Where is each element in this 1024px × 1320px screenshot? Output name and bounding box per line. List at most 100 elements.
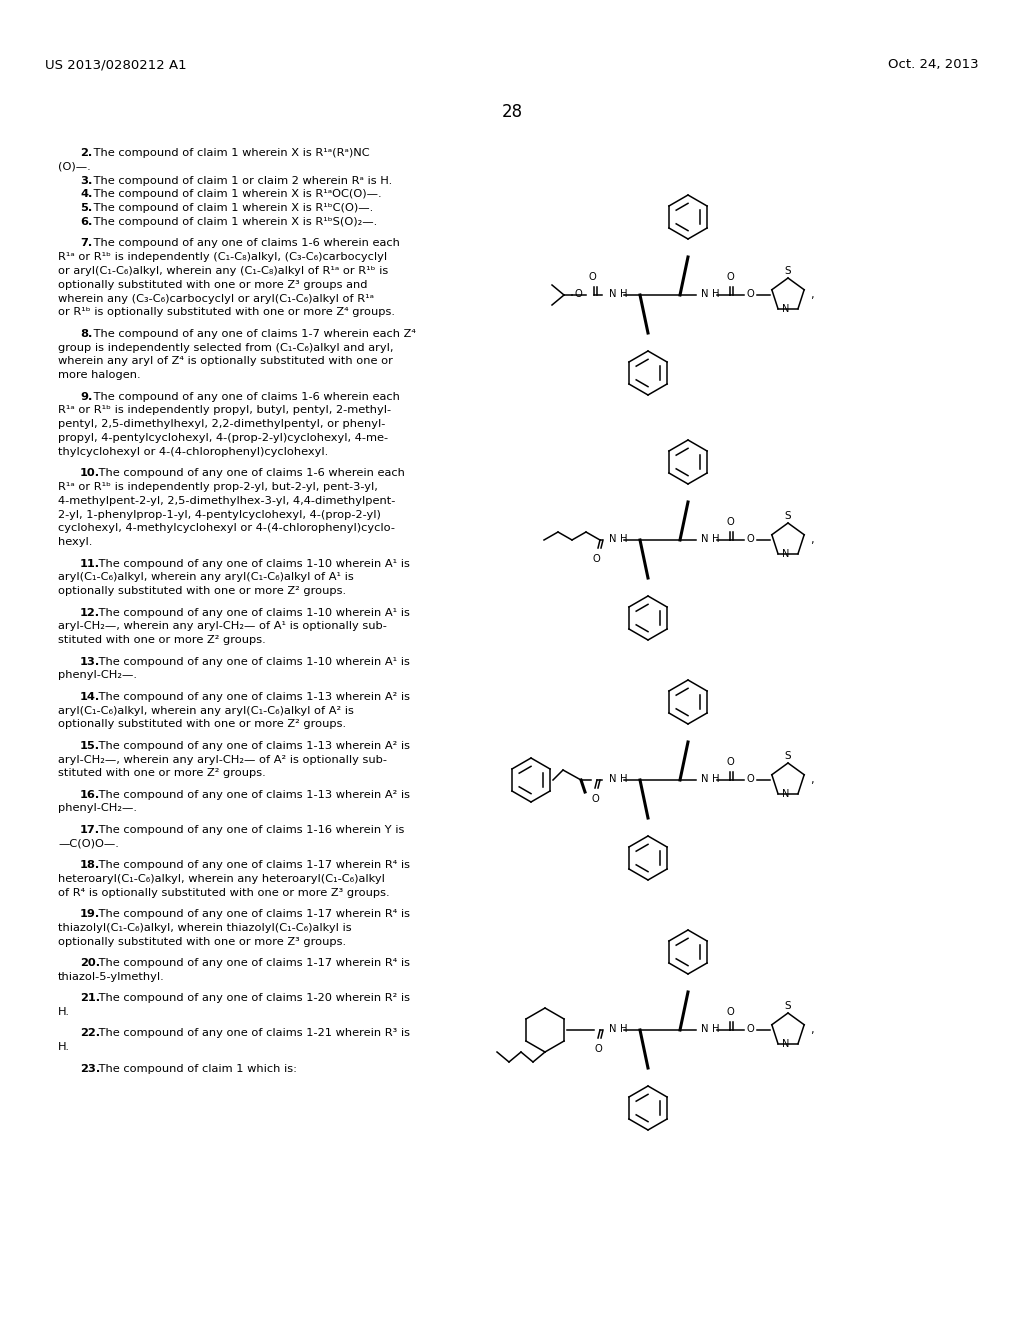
- Text: ,: ,: [810, 290, 814, 300]
- Text: The compound of any one of claims 1-10 wherein A¹ is: The compound of any one of claims 1-10 w…: [95, 656, 410, 667]
- Text: heteroaryl(C₁-C₆)alkyl, wherein any heteroaryl(C₁-C₆)alkyl: heteroaryl(C₁-C₆)alkyl, wherein any hete…: [58, 874, 385, 884]
- Text: wherein any (C₃-C₆)carbocyclyl or aryl(C₁-C₆)alkyl of R¹ᵃ: wherein any (C₃-C₆)carbocyclyl or aryl(C…: [58, 293, 374, 304]
- Text: H.: H.: [58, 1043, 70, 1052]
- Text: The compound of any one of claims 1-17 wherein R⁴ is: The compound of any one of claims 1-17 w…: [95, 861, 410, 870]
- Text: aryl-CH₂—, wherein any aryl-CH₂— of A¹ is optionally sub-: aryl-CH₂—, wherein any aryl-CH₂— of A¹ i…: [58, 622, 387, 631]
- Text: Oct. 24, 2013: Oct. 24, 2013: [889, 58, 979, 71]
- Text: N: N: [700, 1024, 708, 1034]
- Text: The compound of any one of claims 1-17 wherein R⁴ is: The compound of any one of claims 1-17 w…: [95, 958, 410, 968]
- Text: or R¹ᵇ is optionally substituted with one or more Z⁴ groups.: or R¹ᵇ is optionally substituted with on…: [58, 308, 395, 317]
- Text: The compound of any one of claims 1-13 wherein A² is: The compound of any one of claims 1-13 w…: [95, 741, 410, 751]
- Text: thiazol-5-ylmethyl.: thiazol-5-ylmethyl.: [58, 972, 165, 982]
- Text: 2-yl, 1-phenylprop-1-yl, 4-pentylcyclohexyl, 4-(prop-2-yl): 2-yl, 1-phenylprop-1-yl, 4-pentylcyclohe…: [58, 510, 381, 520]
- Text: N: N: [782, 789, 790, 799]
- Text: O: O: [726, 756, 734, 767]
- Text: ,: ,: [810, 535, 814, 545]
- Text: more halogen.: more halogen.: [58, 370, 140, 380]
- Text: H: H: [620, 535, 628, 544]
- Text: The compound of any one of claims 1-13 wherein A² is: The compound of any one of claims 1-13 w…: [95, 789, 410, 800]
- Text: 2.: 2.: [80, 148, 92, 158]
- Text: The compound of any one of claims 1-13 wherein A² is: The compound of any one of claims 1-13 w…: [95, 692, 410, 702]
- Text: pentyl, 2,5-dimethylhexyl, 2,2-dimethylpentyl, or phenyl-: pentyl, 2,5-dimethylhexyl, 2,2-dimethylp…: [58, 420, 385, 429]
- Text: optionally substituted with one or more Z² groups.: optionally substituted with one or more …: [58, 719, 346, 730]
- Text: H: H: [712, 774, 720, 784]
- Text: aryl(C₁-C₆)alkyl, wherein any aryl(C₁-C₆)alkyl of A¹ is: aryl(C₁-C₆)alkyl, wherein any aryl(C₁-C₆…: [58, 573, 353, 582]
- Text: 23.: 23.: [80, 1064, 100, 1073]
- Text: 9.: 9.: [80, 392, 92, 401]
- Text: The compound of claim 1 or claim 2 wherein Rᵃ is H.: The compound of claim 1 or claim 2 where…: [90, 176, 392, 186]
- Text: N: N: [700, 289, 708, 300]
- Text: ,: ,: [810, 1026, 814, 1035]
- Text: The compound of any one of claims 1-20 wherein R² is: The compound of any one of claims 1-20 w…: [95, 993, 410, 1003]
- Text: 6.: 6.: [80, 216, 92, 227]
- Text: The compound of any one of claims 1-6 wherein each: The compound of any one of claims 1-6 wh…: [90, 392, 399, 401]
- Text: H: H: [712, 535, 720, 544]
- Text: (O)—.: (O)—.: [58, 162, 91, 172]
- Text: The compound of claim 1 wherein X is R¹ᵇS(O)₂—.: The compound of claim 1 wherein X is R¹ᵇ…: [90, 216, 377, 227]
- Text: 14.: 14.: [80, 692, 100, 702]
- Text: phenyl-CH₂—.: phenyl-CH₂—.: [58, 671, 137, 680]
- Text: or aryl(C₁-C₆)alkyl, wherein any (C₁-C₈)alkyl of R¹ᵃ or R¹ᵇ is: or aryl(C₁-C₆)alkyl, wherein any (C₁-C₈)…: [58, 267, 388, 276]
- Text: aryl-CH₂—, wherein any aryl-CH₂— of A² is optionally sub-: aryl-CH₂—, wherein any aryl-CH₂— of A² i…: [58, 755, 387, 764]
- Text: US 2013/0280212 A1: US 2013/0280212 A1: [45, 58, 186, 71]
- Text: 8.: 8.: [80, 329, 92, 339]
- Text: 22.: 22.: [80, 1028, 100, 1039]
- Text: 18.: 18.: [80, 861, 100, 870]
- Text: S: S: [784, 267, 792, 276]
- Text: The compound of any one of claims 1-6 wherein each: The compound of any one of claims 1-6 wh…: [95, 469, 404, 478]
- Text: N: N: [782, 304, 790, 314]
- Text: O: O: [588, 272, 596, 282]
- Text: N: N: [608, 289, 616, 300]
- Text: O: O: [591, 795, 599, 804]
- Text: N: N: [782, 549, 790, 558]
- Text: The compound of any one of claims 1-6 wherein each: The compound of any one of claims 1-6 wh…: [90, 239, 399, 248]
- Text: thiazolyl(C₁-C₆)alkyl, wherein thiazolyl(C₁-C₆)alkyl is: thiazolyl(C₁-C₆)alkyl, wherein thiazolyl…: [58, 923, 351, 933]
- Text: H.: H.: [58, 1007, 70, 1016]
- Text: stituted with one or more Z² groups.: stituted with one or more Z² groups.: [58, 768, 266, 779]
- Text: phenyl-CH₂—.: phenyl-CH₂—.: [58, 804, 137, 813]
- Text: 7.: 7.: [80, 239, 92, 248]
- Text: propyl, 4-pentylcyclohexyl, 4-(prop-2-yl)cyclohexyl, 4-me-: propyl, 4-pentylcyclohexyl, 4-(prop-2-yl…: [58, 433, 388, 444]
- Text: 16.: 16.: [80, 789, 100, 800]
- Text: N: N: [700, 535, 708, 544]
- Text: The compound of claim 1 wherein X is R¹ᵃ(Rᵃ)NC: The compound of claim 1 wherein X is R¹ᵃ…: [90, 148, 370, 158]
- Text: The compound of any one of claims 1-7 wherein each Z⁴: The compound of any one of claims 1-7 wh…: [90, 329, 416, 339]
- Text: The compound of any one of claims 1-16 wherein Y is: The compound of any one of claims 1-16 w…: [95, 825, 404, 834]
- Text: 21.: 21.: [80, 993, 100, 1003]
- Text: aryl(C₁-C₆)alkyl, wherein any aryl(C₁-C₆)alkyl of A² is: aryl(C₁-C₆)alkyl, wherein any aryl(C₁-C₆…: [58, 705, 354, 715]
- Text: optionally substituted with one or more Z³ groups and: optionally substituted with one or more …: [58, 280, 368, 290]
- Text: The compound of any one of claims 1-17 wherein R⁴ is: The compound of any one of claims 1-17 w…: [95, 909, 410, 919]
- Text: The compound of any one of claims 1-21 wherein R³ is: The compound of any one of claims 1-21 w…: [95, 1028, 410, 1039]
- Text: H: H: [620, 289, 628, 300]
- Text: R¹ᵃ or R¹ᵇ is independently prop-2-yl, but-2-yl, pent-3-yl,: R¹ᵃ or R¹ᵇ is independently prop-2-yl, b…: [58, 482, 378, 492]
- Text: R¹ᵃ or R¹ᵇ is independently (C₁-C₈)alkyl, (C₃-C₆)carbocyclyl: R¹ᵃ or R¹ᵇ is independently (C₁-C₈)alkyl…: [58, 252, 387, 263]
- Text: of R⁴ is optionally substituted with one or more Z³ groups.: of R⁴ is optionally substituted with one…: [58, 887, 389, 898]
- Text: O: O: [746, 289, 754, 300]
- Text: stituted with one or more Z² groups.: stituted with one or more Z² groups.: [58, 635, 266, 645]
- Text: 11.: 11.: [80, 558, 100, 569]
- Text: The compound of any one of claims 1-10 wherein A¹ is: The compound of any one of claims 1-10 w…: [95, 558, 410, 569]
- Text: 3.: 3.: [80, 176, 92, 186]
- Text: H: H: [620, 1024, 628, 1034]
- Text: 19.: 19.: [80, 909, 100, 919]
- Text: 17.: 17.: [80, 825, 100, 834]
- Text: optionally substituted with one or more Z² groups.: optionally substituted with one or more …: [58, 586, 346, 597]
- Text: 20.: 20.: [80, 958, 100, 968]
- Text: ,: ,: [810, 775, 814, 785]
- Text: S: S: [784, 751, 792, 762]
- Text: S: S: [784, 511, 792, 521]
- Text: The compound of any one of claims 1-10 wherein A¹ is: The compound of any one of claims 1-10 w…: [95, 607, 410, 618]
- Text: H: H: [620, 774, 628, 784]
- Text: 10.: 10.: [80, 469, 100, 478]
- Text: N: N: [782, 1039, 790, 1049]
- Text: O: O: [592, 554, 600, 564]
- Text: —C(O)O—.: —C(O)O—.: [58, 838, 119, 849]
- Text: S: S: [784, 1001, 792, 1011]
- Text: 15.: 15.: [80, 741, 100, 751]
- Text: wherein any aryl of Z⁴ is optionally substituted with one or: wherein any aryl of Z⁴ is optionally sub…: [58, 356, 393, 367]
- Text: group is independently selected from (C₁-C₆)alkyl and aryl,: group is independently selected from (C₁…: [58, 343, 393, 352]
- Text: optionally substituted with one or more Z³ groups.: optionally substituted with one or more …: [58, 937, 346, 946]
- Text: 5.: 5.: [80, 203, 92, 214]
- Text: 12.: 12.: [80, 607, 100, 618]
- Text: hexyl.: hexyl.: [58, 537, 92, 548]
